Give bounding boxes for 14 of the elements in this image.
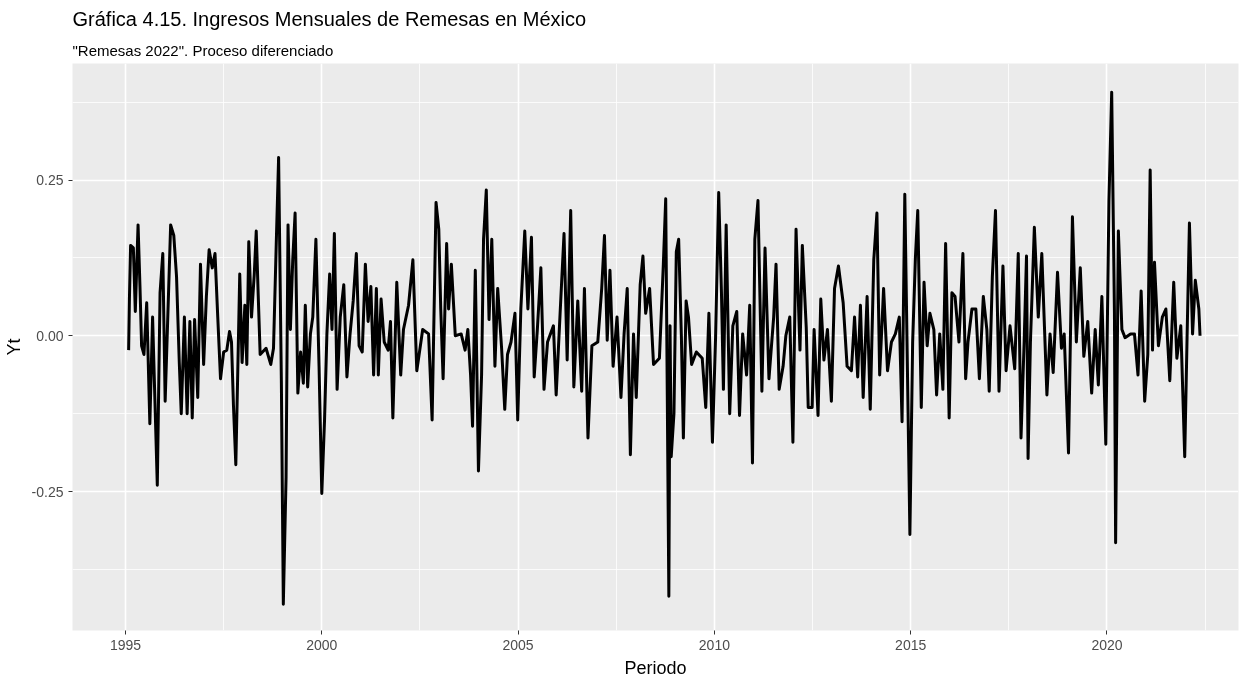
chart-title: Gráfica 4.15. Ingresos Mensuales de Remesas en México (72, 7, 587, 30)
x-tick-label: 2015 (895, 636, 927, 653)
line-series (127, 90, 1202, 606)
y-tick-label: 0.25 (36, 172, 64, 189)
y-axis-title: Yt (3, 338, 24, 356)
x-tick-label: 1995 (109, 636, 142, 653)
x-axis-title: Periodo (624, 657, 687, 678)
x-tick-label: 2005 (502, 636, 534, 653)
y-tick-label: -0.25 (31, 483, 64, 500)
chart-subtitle: "Remesas 2022". Proceso diferenciado (72, 41, 334, 59)
x-tick-label: 2020 (1091, 636, 1123, 653)
x-tick-label: 2000 (306, 636, 338, 653)
y-tick-label: 0.00 (36, 327, 64, 344)
x-tick-label: 2010 (698, 636, 731, 653)
